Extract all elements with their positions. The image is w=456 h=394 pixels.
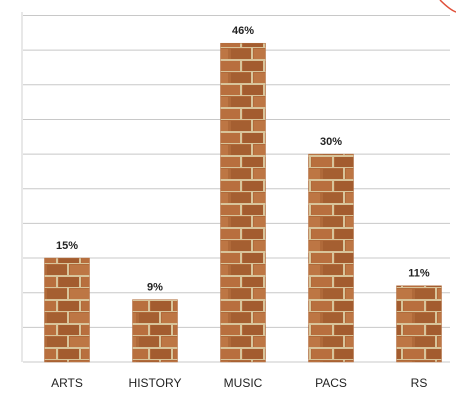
x-tick-label: ARTS xyxy=(51,376,83,390)
x-tick-label: PACS xyxy=(315,376,347,390)
bar xyxy=(132,299,178,363)
x-tick-label: HISTORY xyxy=(129,376,182,390)
bar xyxy=(308,153,354,363)
x-tick-label: RS xyxy=(411,376,428,390)
value-label: 46% xyxy=(232,25,254,37)
corner-decoration xyxy=(439,0,456,13)
bar xyxy=(220,42,266,363)
value-label: 9% xyxy=(147,282,163,294)
bar xyxy=(396,285,442,363)
value-label: 15% xyxy=(56,240,78,252)
bar xyxy=(44,257,90,363)
value-label: 30% xyxy=(320,136,342,148)
value-label: 11% xyxy=(408,268,430,280)
x-tick-label: MUSIC xyxy=(224,376,263,390)
